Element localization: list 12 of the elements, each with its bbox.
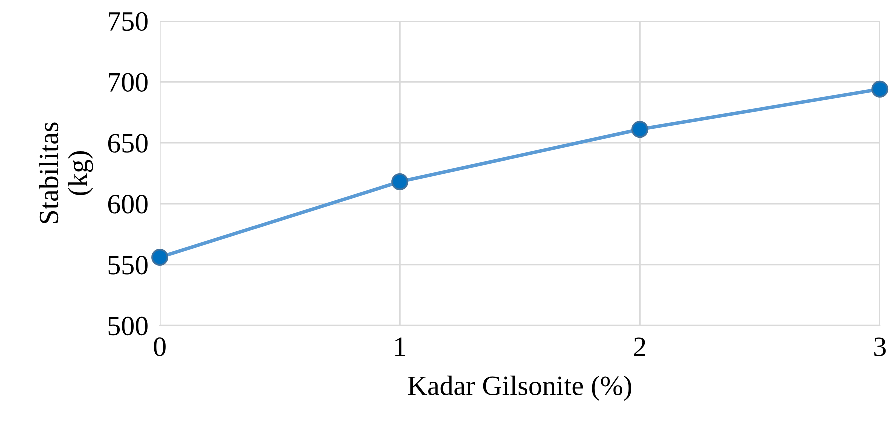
y-tick-label: 650 [108,134,148,153]
x-tick-label: 1 [396,338,406,356]
x-axis-title: Kadar Gilsonite (%) [408,376,632,402]
x-tick-label: 0 [154,338,166,356]
y-tick-label: 600 [108,195,148,214]
y-tick-label: 500 [108,316,148,336]
x-tick-label: 3 [874,338,886,356]
y-tick-label: 750 [109,12,148,32]
y-tick-label: 550 [108,256,148,275]
y-tick-label: 700 [109,73,148,92]
y-axis-title: Stabilitas (kg) [39,122,94,224]
x-tick-label: 2 [634,338,646,356]
